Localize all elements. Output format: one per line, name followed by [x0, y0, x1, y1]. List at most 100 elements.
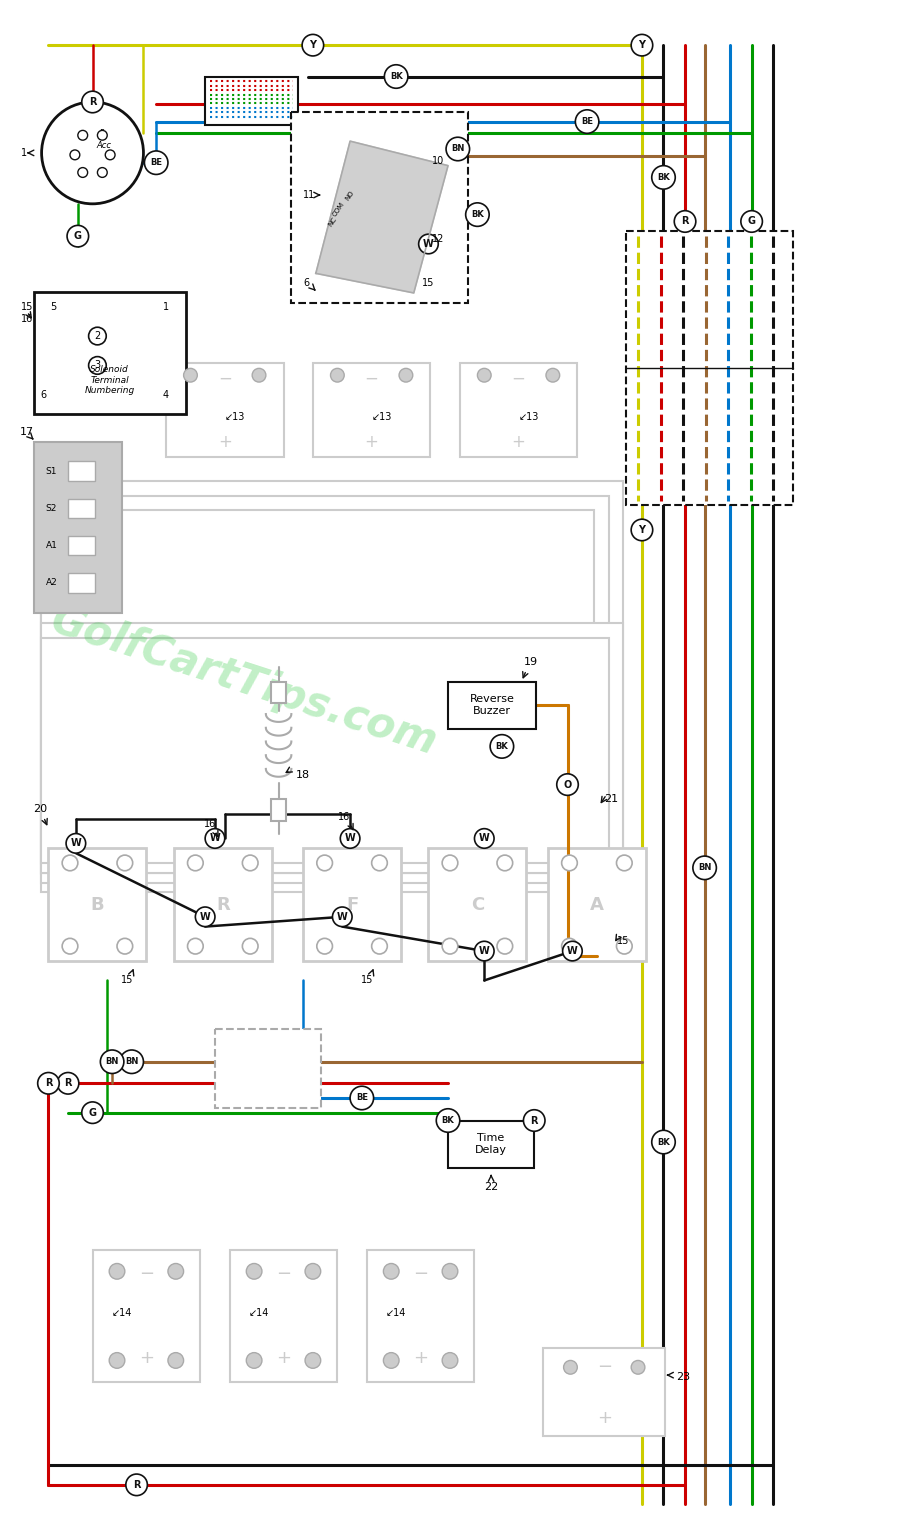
Circle shape: [205, 829, 225, 848]
Text: BK: BK: [442, 1115, 455, 1125]
Bar: [92, 1250, 201, 1382]
Text: G: G: [74, 231, 82, 242]
Bar: [626, 231, 793, 505]
Text: 1: 1: [163, 301, 169, 312]
Bar: [41, 496, 609, 883]
Circle shape: [631, 34, 652, 57]
Text: W: W: [479, 946, 490, 956]
Text: R: R: [530, 1115, 538, 1126]
Text: −: −: [512, 369, 526, 387]
Text: G: G: [748, 216, 756, 226]
Bar: [41, 511, 594, 872]
Text: R: R: [216, 895, 230, 913]
Circle shape: [38, 1073, 59, 1094]
Text: 19: 19: [524, 658, 539, 667]
Bar: [271, 682, 286, 704]
Polygon shape: [316, 141, 448, 292]
Bar: [367, 1250, 475, 1382]
Text: 21: 21: [604, 794, 619, 805]
Bar: [41, 638, 609, 863]
Circle shape: [168, 1264, 184, 1279]
Text: Solenoid
Terminal
Numbering: Solenoid Terminal Numbering: [84, 366, 135, 395]
Text: COM: COM: [332, 202, 346, 219]
Circle shape: [333, 907, 352, 927]
Text: 3: 3: [94, 361, 101, 370]
Bar: [68, 462, 95, 480]
Text: Time
Delay: Time Delay: [475, 1134, 507, 1155]
Circle shape: [557, 774, 578, 796]
Circle shape: [184, 369, 198, 382]
Bar: [174, 848, 272, 961]
Circle shape: [631, 519, 652, 540]
Circle shape: [144, 151, 168, 174]
Circle shape: [89, 327, 106, 344]
Circle shape: [475, 941, 494, 961]
Bar: [41, 623, 624, 872]
Text: +: +: [512, 433, 526, 451]
Text: 16: 16: [338, 812, 350, 822]
Circle shape: [576, 110, 599, 133]
Text: BK: BK: [471, 210, 484, 219]
Circle shape: [350, 1086, 373, 1109]
Circle shape: [443, 855, 457, 871]
Text: A: A: [590, 895, 603, 913]
Text: 16: 16: [20, 314, 33, 324]
Circle shape: [675, 211, 696, 233]
Text: 15: 15: [20, 301, 33, 312]
Bar: [448, 1120, 534, 1167]
Text: BK: BK: [657, 1137, 670, 1146]
Circle shape: [62, 855, 78, 871]
Text: W: W: [337, 912, 347, 921]
Circle shape: [443, 1264, 457, 1279]
Circle shape: [101, 1050, 124, 1074]
Circle shape: [563, 941, 582, 961]
Circle shape: [651, 1131, 675, 1154]
Text: 5: 5: [99, 129, 104, 138]
Circle shape: [97, 130, 107, 141]
Circle shape: [242, 855, 258, 871]
Circle shape: [340, 829, 359, 848]
Circle shape: [371, 855, 387, 871]
Bar: [68, 499, 95, 519]
Text: +: +: [139, 1348, 154, 1366]
Text: 4: 4: [163, 390, 169, 399]
Circle shape: [78, 130, 88, 141]
Text: 2: 2: [94, 330, 101, 341]
Circle shape: [109, 1353, 125, 1368]
Circle shape: [252, 369, 266, 382]
Text: 17: 17: [19, 427, 34, 438]
Bar: [205, 76, 298, 125]
Circle shape: [105, 150, 116, 159]
Circle shape: [631, 1360, 645, 1374]
Bar: [34, 442, 122, 614]
Text: −: −: [139, 1265, 154, 1284]
Circle shape: [126, 1473, 147, 1496]
Circle shape: [81, 92, 103, 113]
Circle shape: [81, 1102, 103, 1123]
Circle shape: [62, 938, 78, 955]
Circle shape: [384, 64, 407, 89]
Text: C: C: [471, 895, 484, 913]
Text: ↙13: ↙13: [518, 412, 539, 422]
Circle shape: [317, 855, 333, 871]
Circle shape: [523, 1109, 545, 1131]
Text: 15: 15: [422, 278, 434, 288]
Circle shape: [188, 855, 203, 871]
Text: +: +: [365, 433, 379, 451]
Text: W: W: [423, 239, 434, 249]
Bar: [429, 848, 527, 961]
Bar: [448, 682, 536, 728]
Text: 1: 1: [21, 148, 27, 158]
Circle shape: [247, 1264, 262, 1279]
Text: W: W: [567, 946, 578, 956]
Bar: [48, 848, 146, 961]
Text: BK: BK: [495, 742, 508, 751]
Text: G: G: [89, 1108, 96, 1118]
Text: Y: Y: [310, 40, 316, 50]
Text: GolfCartTips.com: GolfCartTips.com: [46, 600, 443, 763]
Circle shape: [383, 1264, 399, 1279]
Text: A1: A1: [45, 542, 57, 551]
Text: A2: A2: [45, 578, 57, 588]
Circle shape: [331, 369, 345, 382]
Circle shape: [419, 234, 438, 254]
